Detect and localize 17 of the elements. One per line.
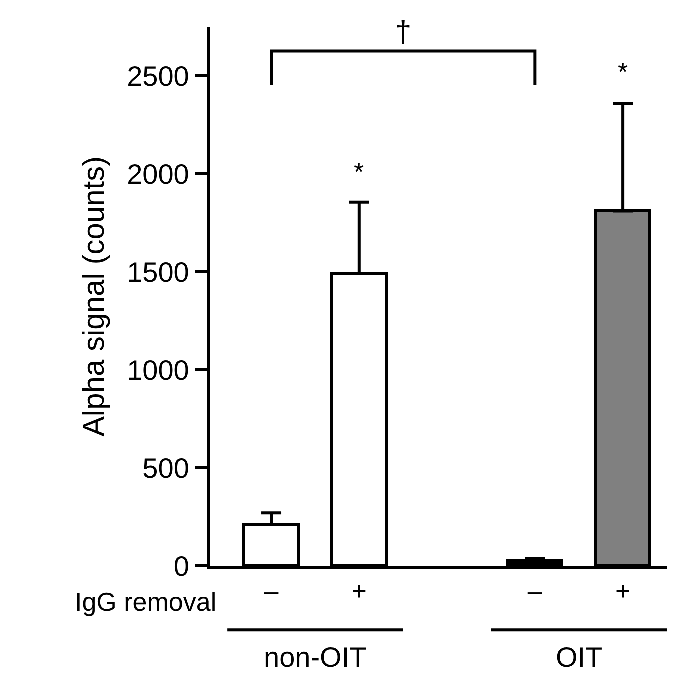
y-axis-title: Alpha signal (counts) xyxy=(78,156,112,437)
annotation: † xyxy=(395,16,412,49)
y-tick-label: 0 xyxy=(174,550,190,582)
y-tick-label: 1000 xyxy=(127,354,190,386)
y-tick-label: 1500 xyxy=(127,256,190,288)
text: OIT xyxy=(556,642,603,673)
y-tick-label: 2000 xyxy=(127,158,190,190)
annotation: * xyxy=(354,157,364,187)
x-tick-label: + xyxy=(615,576,631,606)
x-axis-title: IgG removal xyxy=(75,587,217,617)
y-tick-label: 500 xyxy=(142,452,190,484)
annotation: * xyxy=(618,57,628,87)
x-tick-label: – xyxy=(528,576,543,606)
text: non-OIT xyxy=(264,642,367,673)
x-tick-label: + xyxy=(352,576,367,606)
x-tick-label: – xyxy=(264,576,280,606)
y-tick-label: 2500 xyxy=(127,60,190,92)
